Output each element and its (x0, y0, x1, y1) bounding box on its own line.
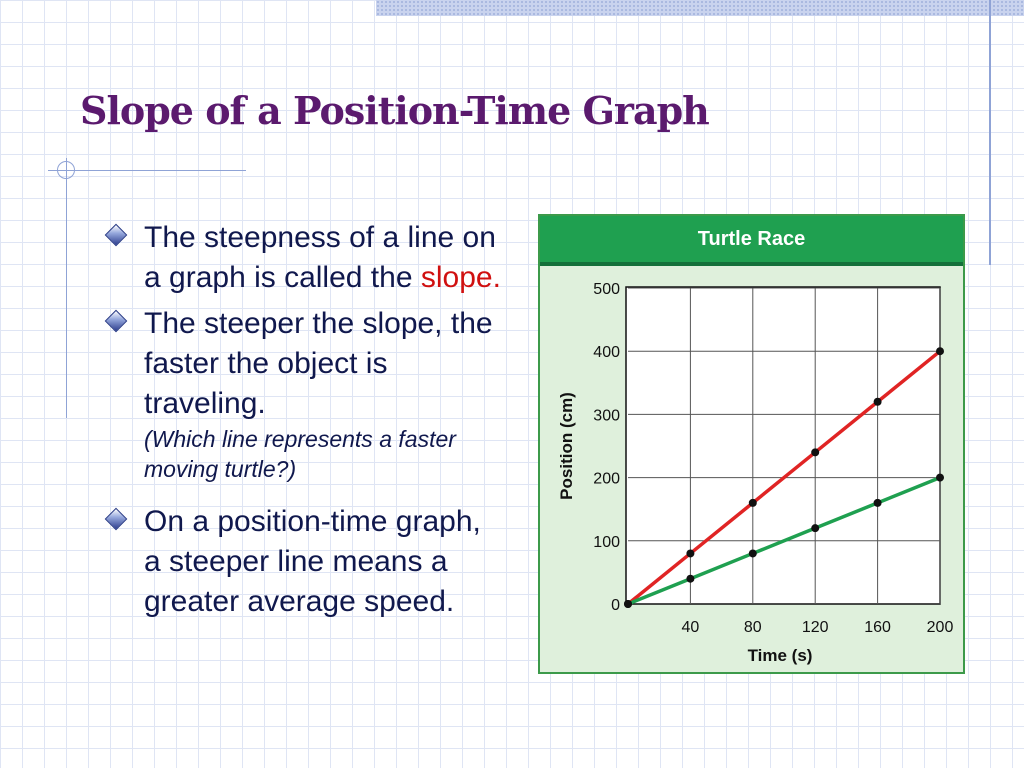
data-point (811, 448, 820, 457)
x-tick-label: 160 (864, 619, 891, 636)
x-tick-labels: 40 80 120 160 200 (682, 619, 954, 636)
diamond-bullet-icon (104, 309, 128, 333)
crosshair-circle (57, 161, 75, 179)
data-point (748, 549, 757, 558)
x-axis-label: Time (s) (748, 646, 813, 665)
plot-area (625, 286, 941, 605)
right-decorative-rule (989, 0, 991, 265)
x-tick-label: 200 (927, 619, 954, 636)
bullet-3-text: On a position-time graph, a steeper line… (144, 505, 481, 618)
y-axis-label: Position (cm) (557, 392, 576, 500)
data-point (811, 524, 820, 533)
series-line-1 (626, 349, 942, 606)
slope-highlight: slope. (420, 261, 501, 294)
diamond-bullet-icon (104, 223, 128, 247)
bullet-text-2: The steeper the slope, the faster the ob… (144, 304, 504, 484)
y-tick-label: 400 (593, 344, 620, 361)
top-decorative-band (376, 0, 1024, 16)
bullet-item-2: The steeper the slope, the faster the ob… (104, 304, 504, 484)
crosshair-horizontal (48, 170, 246, 171)
bullet-2-note: (Which line represents a faster moving t… (144, 426, 456, 482)
series-lines (626, 349, 942, 606)
diamond-bullet-icon (104, 507, 128, 531)
bullet-text-1: The steepness of a line on a graph is ca… (144, 218, 504, 298)
y-tick-label: 500 (593, 281, 620, 298)
data-point (873, 397, 882, 406)
bullet-2-text: The steeper the slope, the faster the ob… (144, 307, 493, 420)
y-tick-label: 300 (593, 407, 620, 424)
data-point (873, 498, 882, 507)
crosshair-vertical (66, 158, 67, 418)
chart-header-shadow (540, 262, 963, 266)
data-point (624, 600, 632, 608)
series-line-2 (626, 475, 942, 606)
data-point (686, 574, 695, 583)
bullet-1-text: The steepness of a line on a graph is ca… (144, 221, 496, 294)
bullet-list: The steepness of a line on a graph is ca… (104, 218, 504, 628)
y-tick-labels: 0 100 200 300 400 500 (593, 281, 620, 614)
y-tick-label: 100 (593, 534, 620, 551)
data-point (936, 347, 944, 356)
slide-title: Slope of a Position-Time Graph (80, 88, 710, 133)
x-tick-label: 40 (682, 619, 700, 636)
data-point (686, 549, 695, 558)
x-tick-label: 120 (802, 619, 829, 636)
data-point (936, 473, 944, 482)
chart-title: Turtle Race (540, 216, 963, 262)
y-tick-label: 0 (611, 597, 620, 614)
series-points (624, 347, 944, 608)
y-tick-label: 200 (593, 471, 620, 488)
x-tick-label: 80 (744, 619, 762, 636)
bullet-item-1: The steepness of a line on a graph is ca… (104, 218, 504, 298)
data-point (748, 498, 757, 507)
chart-panel: Turtle Race 0 100 200 300 400 500 40 80 120 160 2… (538, 214, 965, 674)
bullet-item-3: On a position-time graph, a steeper line… (104, 502, 504, 622)
